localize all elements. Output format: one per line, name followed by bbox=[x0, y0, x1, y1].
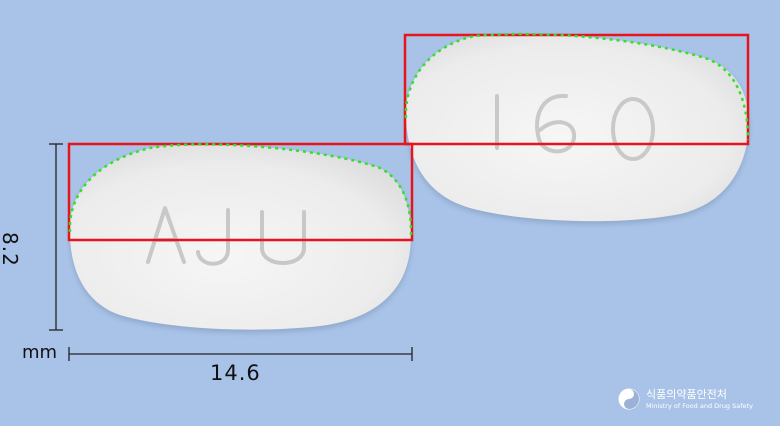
width-dimension-line bbox=[68, 347, 413, 361]
height-value-label: 8.2 bbox=[0, 232, 22, 267]
contour-front bbox=[68, 143, 413, 239]
imprint-160 bbox=[495, 93, 655, 161]
mfds-english-name: Ministry of Food and Drug Safety bbox=[646, 402, 753, 410]
unit-label: mm bbox=[22, 342, 58, 363]
pill-tablet-front bbox=[69, 144, 411, 330]
mfds-logo: 식품의약품안전처 Ministry of Food and Drug Safet… bbox=[618, 386, 768, 416]
height-dimension-line bbox=[49, 143, 63, 331]
width-value-label: 14.6 bbox=[210, 361, 261, 385]
mfds-emblem-icon bbox=[618, 388, 640, 410]
bounding-box-front bbox=[67, 142, 414, 242]
pill-tablet-back bbox=[405, 34, 749, 222]
contour-back bbox=[404, 32, 750, 141]
mfds-korean-name: 식품의약품안전처 bbox=[646, 388, 727, 401]
